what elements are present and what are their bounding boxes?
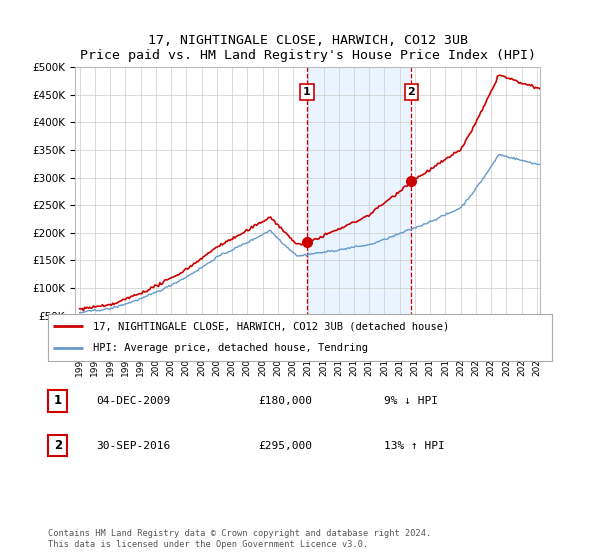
Title: 17, NIGHTINGALE CLOSE, HARWICH, CO12 3UB
Price paid vs. HM Land Registry's House: 17, NIGHTINGALE CLOSE, HARWICH, CO12 3UB… xyxy=(79,34,536,62)
Text: £180,000: £180,000 xyxy=(258,396,312,406)
Text: 1: 1 xyxy=(53,394,62,408)
Text: 2: 2 xyxy=(53,439,62,452)
Text: 30-SEP-2016: 30-SEP-2016 xyxy=(96,441,170,451)
Text: 2: 2 xyxy=(407,87,415,97)
Text: 9% ↓ HPI: 9% ↓ HPI xyxy=(384,396,438,406)
Text: 13% ↑ HPI: 13% ↑ HPI xyxy=(384,441,445,451)
Text: 1: 1 xyxy=(303,87,311,97)
Text: 17, NIGHTINGALE CLOSE, HARWICH, CO12 3UB (detached house): 17, NIGHTINGALE CLOSE, HARWICH, CO12 3UB… xyxy=(94,321,449,332)
Bar xyxy=(307,67,411,343)
Text: £295,000: £295,000 xyxy=(258,441,312,451)
Text: Contains HM Land Registry data © Crown copyright and database right 2024.
This d: Contains HM Land Registry data © Crown c… xyxy=(48,529,431,549)
Text: 04-DEC-2009: 04-DEC-2009 xyxy=(96,396,170,406)
Text: HPI: Average price, detached house, Tendring: HPI: Average price, detached house, Tend… xyxy=(94,343,368,353)
